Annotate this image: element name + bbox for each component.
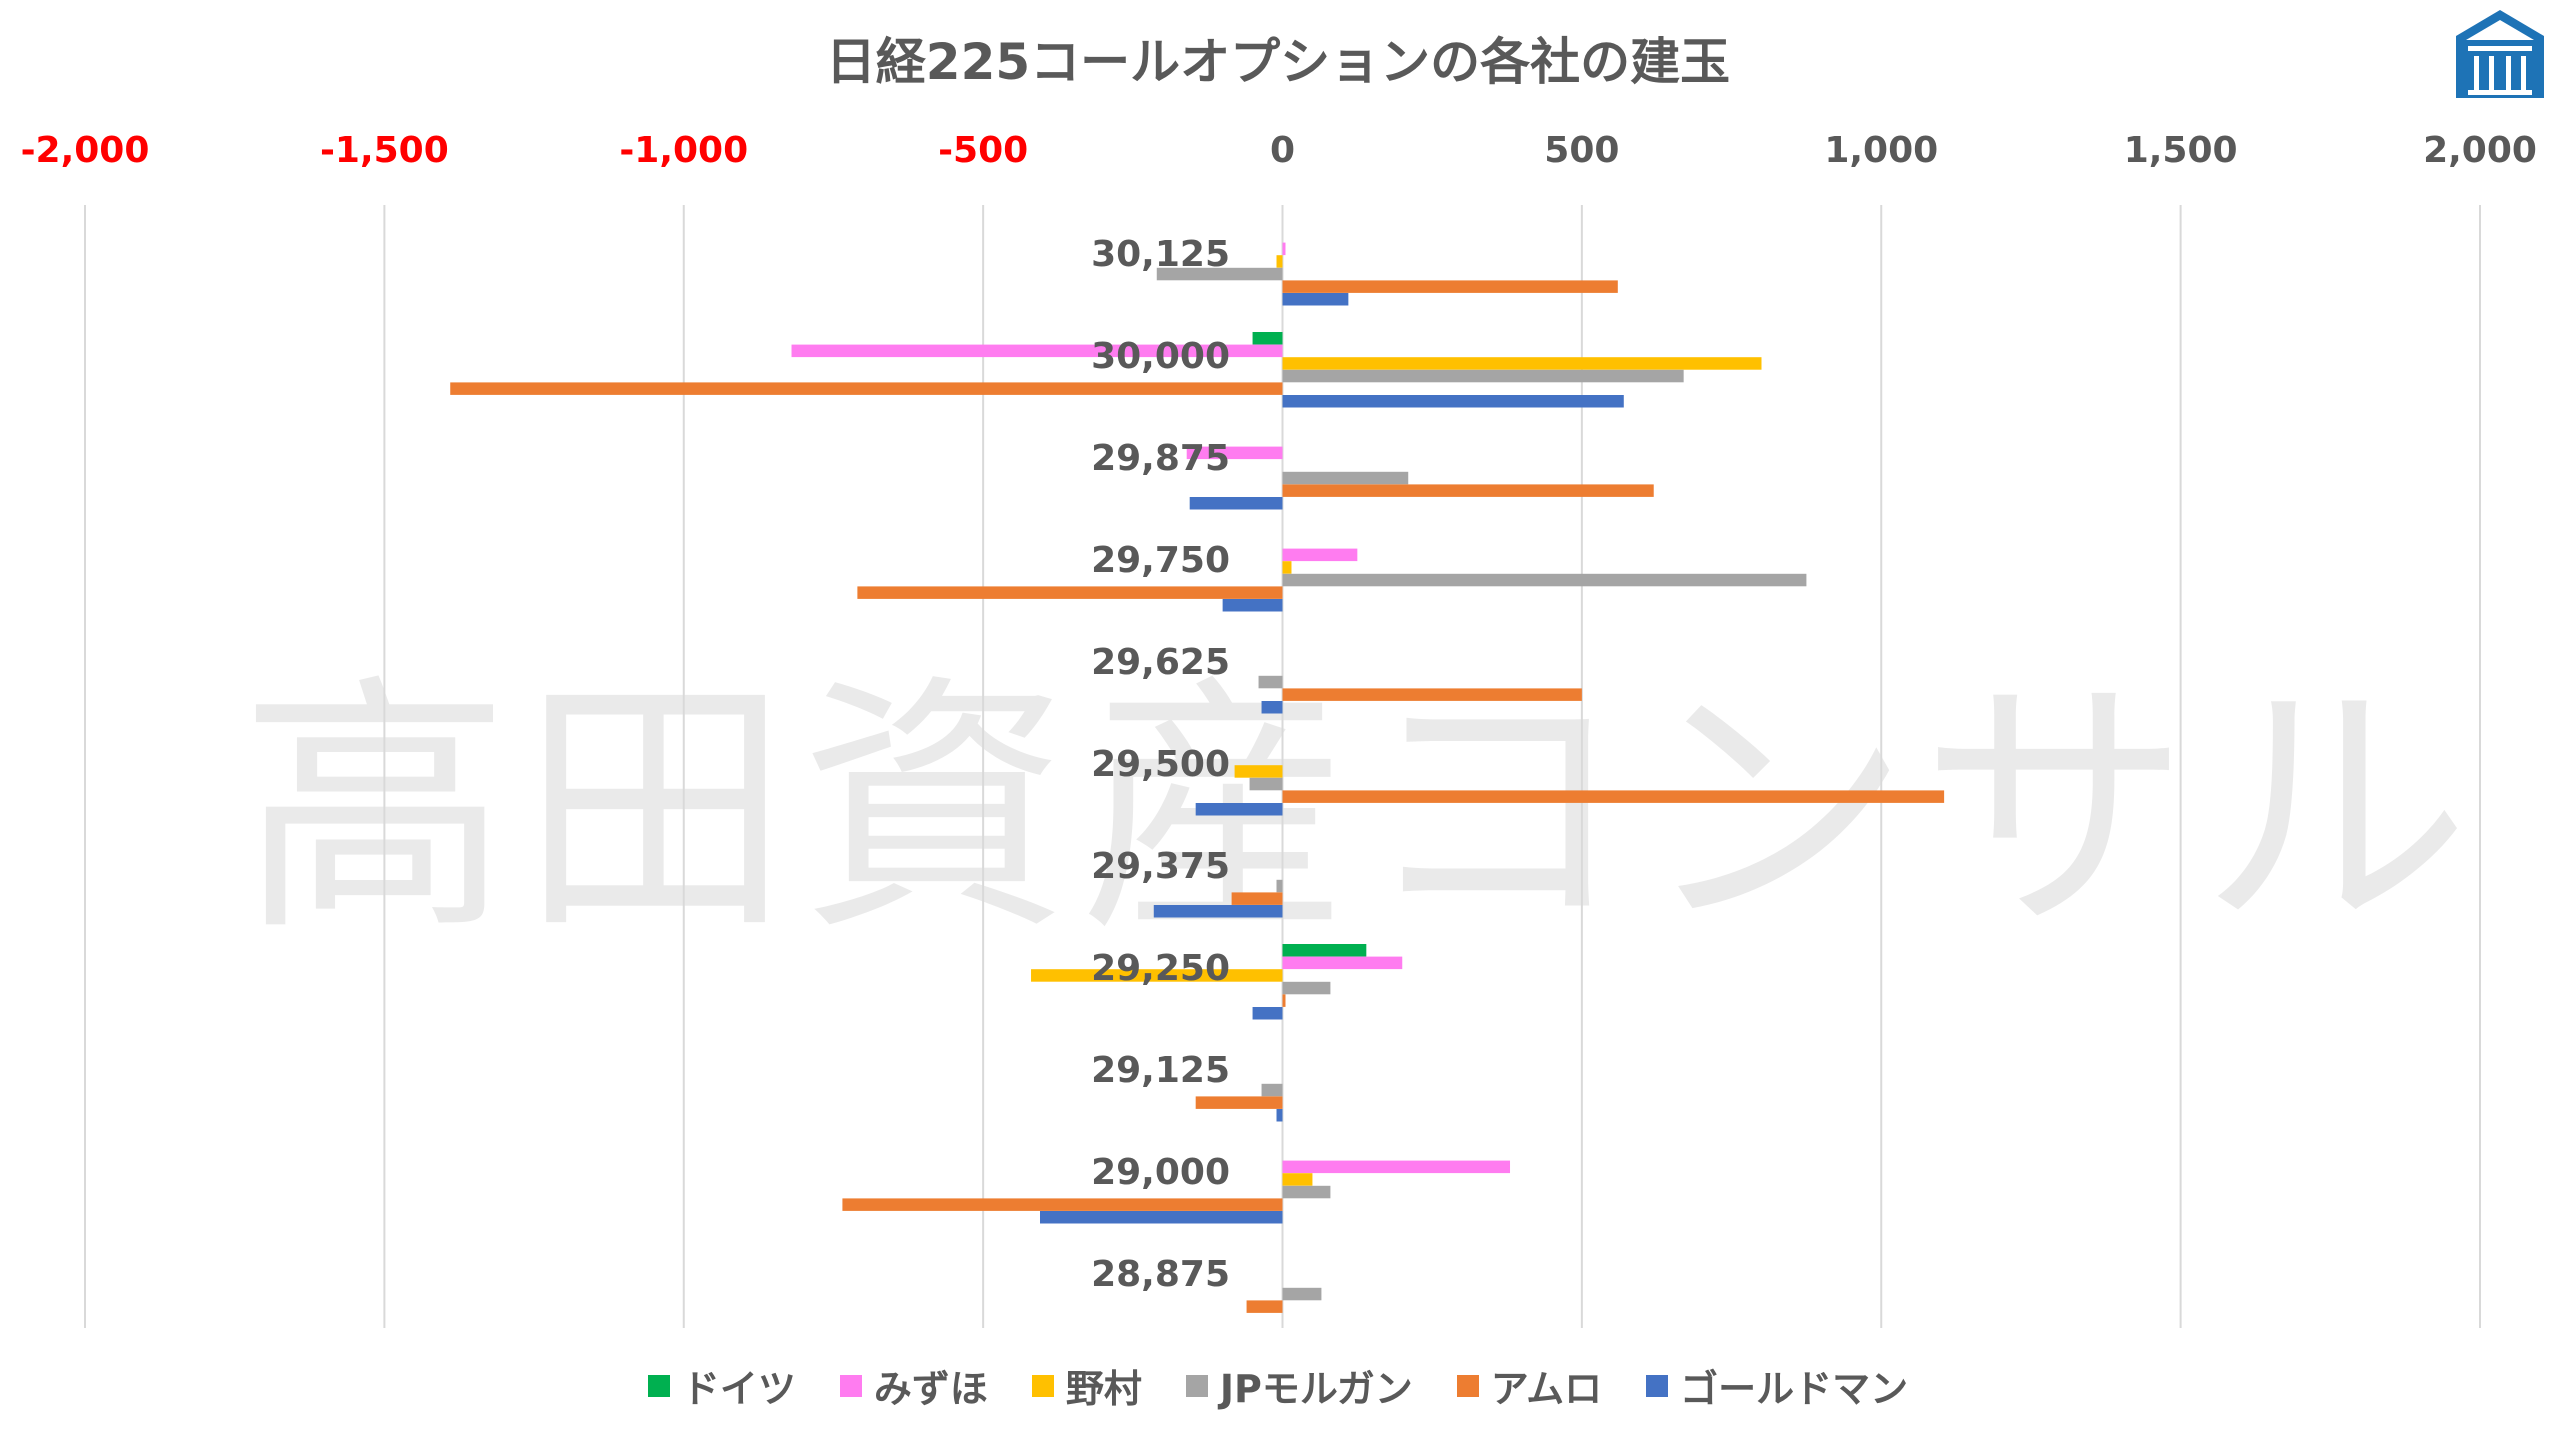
y-tick-label: 30,125 [1091, 234, 1230, 275]
bar-6 [1252, 1007, 1283, 1020]
x-tick-label: 0 [1270, 130, 1295, 171]
legend-label: アムロ [1490, 1367, 1603, 1411]
legend: ドイツ みずほ 野村 JPモルガン アムロ ゴールドマン [0, 1358, 2556, 1413]
bar-3 [1031, 969, 1283, 982]
legend-item: 野村 [1031, 1358, 1142, 1413]
bar-5 [1231, 892, 1283, 905]
y-tick-label: 29,750 [1091, 540, 1230, 581]
bar-5 [450, 382, 1283, 395]
x-tick-label: -1,500 [320, 130, 449, 171]
bar-6 [1282, 293, 1349, 306]
bar-4 [1276, 879, 1283, 893]
y-tick-label: 29,375 [1091, 846, 1230, 887]
y-tick-label: 30,000 [1091, 336, 1230, 377]
x-tick-label: -1,000 [619, 130, 748, 171]
bar-2 [1282, 956, 1403, 970]
bar-6 [1189, 497, 1283, 510]
bar-3 [1234, 765, 1283, 778]
bar-5 [1282, 688, 1582, 701]
legend-item: アムロ [1456, 1358, 1603, 1413]
bar-3 [1276, 255, 1283, 268]
legend-swatch [1185, 1374, 1208, 1397]
x-tick-label: -2,000 [21, 130, 150, 171]
y-tick-label: 28,875 [1091, 1254, 1230, 1295]
y-tick-label: 29,625 [1091, 642, 1230, 683]
bar-5 [1195, 1096, 1283, 1109]
bar-4 [1282, 1287, 1322, 1301]
bar-4 [1282, 471, 1409, 485]
legend-swatch [647, 1374, 670, 1397]
bar-2 [1186, 446, 1283, 460]
legend-swatch [1456, 1374, 1479, 1397]
bar-5 [857, 586, 1283, 599]
bar-5 [1282, 280, 1618, 293]
y-tick-label: 29,125 [1091, 1050, 1230, 1091]
bar-5 [1282, 484, 1654, 497]
bar-4 [1282, 1185, 1331, 1199]
y-tick-label: 29,500 [1091, 744, 1230, 785]
bars [450, 242, 1945, 1313]
bar-3 [1282, 1173, 1313, 1186]
x-tick-label: 1,500 [2124, 130, 2238, 171]
bar-6 [1222, 599, 1283, 612]
bar-5 [1246, 1300, 1283, 1313]
bar-4 [1156, 267, 1283, 281]
x-tick-label: 500 [1544, 130, 1619, 171]
bar-4 [1258, 675, 1283, 689]
legend-swatch [1031, 1374, 1054, 1397]
bar-4 [1282, 573, 1807, 587]
bar-6 [1195, 803, 1283, 816]
bar-6 [1282, 395, 1624, 408]
x-tick-label: -500 [938, 130, 1028, 171]
legend-swatch [839, 1374, 862, 1397]
x-tick-label: 2,000 [2423, 130, 2537, 171]
y-tick-label: 29,250 [1091, 948, 1230, 989]
x-axis-ticks: -2,000 -1,500 -1,000 -500 0 500 1,000 1,500 2,00… [21, 130, 2537, 171]
bar-3 [1282, 561, 1292, 574]
bar-5 [842, 1198, 1283, 1211]
legend-item: ゴールドマン [1646, 1358, 1908, 1413]
bar-5 [1282, 994, 1286, 1007]
bar-6 [1153, 905, 1283, 918]
bar-2 [791, 344, 1283, 358]
legend-swatch [1646, 1374, 1669, 1397]
bar-4 [1282, 369, 1684, 383]
bar-6 [1276, 1109, 1283, 1122]
bar-2 [1282, 1160, 1511, 1174]
bar-1 [1252, 332, 1283, 345]
bar-6 [1040, 1211, 1283, 1224]
y-axis-ticks: 30,125 30,000 29,875 29,750 29,625 29,500 29,3… [1091, 234, 1230, 1295]
legend-label: ドイツ [681, 1367, 796, 1411]
y-tick-label: 29,875 [1091, 438, 1230, 479]
y-tick-label: 29,000 [1091, 1152, 1230, 1193]
legend-label: みずほ [873, 1367, 988, 1411]
bar-4 [1249, 777, 1283, 791]
bar-5 [1282, 790, 1945, 803]
chart-plot: -2,000 -1,500 -1,000 -500 0 500 1,000 1,500 2,00… [21, 130, 2537, 1328]
legend-item: JPモルガン [1185, 1358, 1413, 1413]
x-tick-label: 1,000 [1824, 130, 1938, 171]
bar-4 [1282, 981, 1331, 995]
house-logo-icon [2456, 10, 2544, 98]
legend-item: ドイツ [647, 1358, 796, 1413]
bar-4 [1261, 1083, 1283, 1097]
legend-item: みずほ [839, 1358, 988, 1413]
legend-label: 野村 [1065, 1367, 1142, 1411]
bar-1 [1282, 944, 1367, 957]
bar-2 [1282, 548, 1358, 562]
watermark-text: 高田資産コンサル [240, 652, 2480, 967]
bar-6 [1261, 701, 1283, 714]
legend-label: JPモルガン [1219, 1367, 1413, 1411]
bar-3 [1282, 357, 1762, 370]
legend-label: ゴールドマン [1680, 1367, 1909, 1411]
bar-2 [1282, 242, 1286, 256]
chart-title: 日経225コールオプションの各社の建玉 [825, 33, 1731, 91]
